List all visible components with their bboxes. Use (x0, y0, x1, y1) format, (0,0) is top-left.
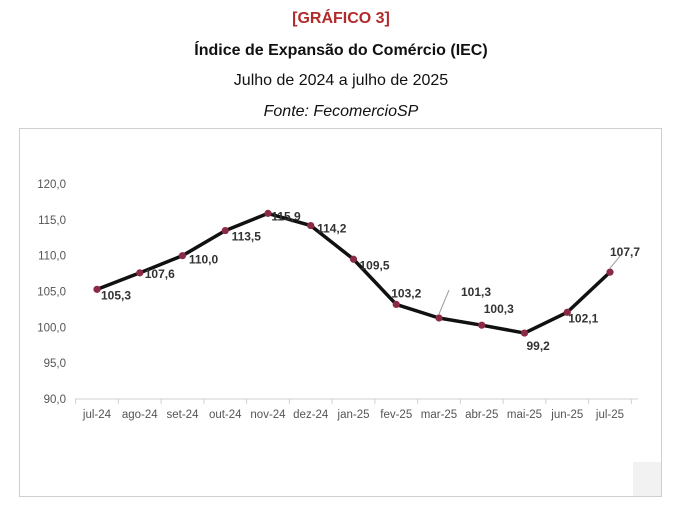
data-label: 103,2 (391, 286, 421, 300)
x-axis: jul-24 ago-24 set-24 out-24 nov-24 dez-24 jan-… (75, 399, 632, 421)
y-tick-label: 90,0 (44, 394, 66, 406)
x-tick-label: set-24 (167, 409, 200, 421)
data-point (563, 308, 571, 316)
data-label: 115,9 (271, 209, 301, 223)
x-tick-label: nov-24 (250, 409, 286, 421)
x-tick-label: fev-25 (380, 409, 412, 421)
x-tick-label: ago-24 (122, 409, 158, 421)
chart-title: Índice de Expansão do Comércio (IEC) (194, 42, 488, 59)
data-point (392, 300, 400, 308)
data-label: 107,6 (145, 267, 175, 281)
data-label: 114,2 (317, 222, 347, 236)
frame-corner-shade (633, 462, 661, 496)
x-tick-label: jun-25 (550, 409, 583, 421)
label-leader-lines (438, 255, 621, 315)
chart-frame (19, 128, 662, 497)
x-tick-label: jul-25 (595, 409, 624, 421)
leader-line (609, 255, 621, 269)
data-point (93, 285, 101, 293)
data-label: 109,5 (359, 258, 389, 272)
data-point (178, 252, 187, 260)
data-label: 99,2 (527, 339, 551, 353)
data-points (93, 209, 614, 337)
x-tick-label: dez-24 (293, 409, 329, 421)
chart-tag: [GRÁFICO 3] (292, 10, 390, 27)
data-point (478, 321, 486, 329)
x-tick-label: abr-25 (465, 409, 498, 421)
data-point (221, 226, 229, 235)
chart-source: Fonte: FecomercioSP (263, 103, 419, 120)
x-tick-label: mar-25 (421, 409, 457, 421)
y-tick-label: 115,0 (38, 215, 66, 227)
y-tick-label: 120,0 (37, 179, 66, 191)
data-label: 101,3 (461, 285, 491, 299)
data-point (520, 329, 529, 337)
data-label: 102,1 (568, 311, 598, 325)
y-tick-label: 95,0 (44, 358, 66, 370)
data-label: 110,0 (189, 253, 219, 267)
x-tick-label: jan-25 (337, 409, 370, 421)
y-axis: 90,0 95,0 100,0 105,0 110,0 115,0 120,0 (37, 179, 66, 406)
x-tick-label: out-24 (209, 409, 242, 421)
data-label: 100,3 (484, 302, 514, 316)
y-tick-label: 105,0 (37, 287, 66, 299)
x-tick-label: mai-25 (507, 409, 542, 421)
data-labels: 105,3 107,6 110,0 113,5 115,9 114,2 109,5103,2… (101, 209, 640, 353)
leader-line (438, 289, 450, 315)
data-label: 113,5 (232, 230, 262, 244)
data-point (435, 314, 443, 322)
y-tick-label: 110,0 (38, 251, 66, 263)
data-label: 107,7 (610, 245, 640, 259)
data-point (264, 209, 272, 217)
chart-subtitle: Julho de 2024 a julho de 2025 (233, 72, 449, 89)
x-tick-label: jul-24 (82, 409, 112, 421)
y-tick-label: 100,0 (37, 322, 66, 334)
data-point (349, 255, 358, 263)
data-point (136, 269, 144, 277)
data-label: 105,3 (101, 288, 131, 302)
data-point (307, 221, 315, 230)
data-point (606, 268, 614, 276)
